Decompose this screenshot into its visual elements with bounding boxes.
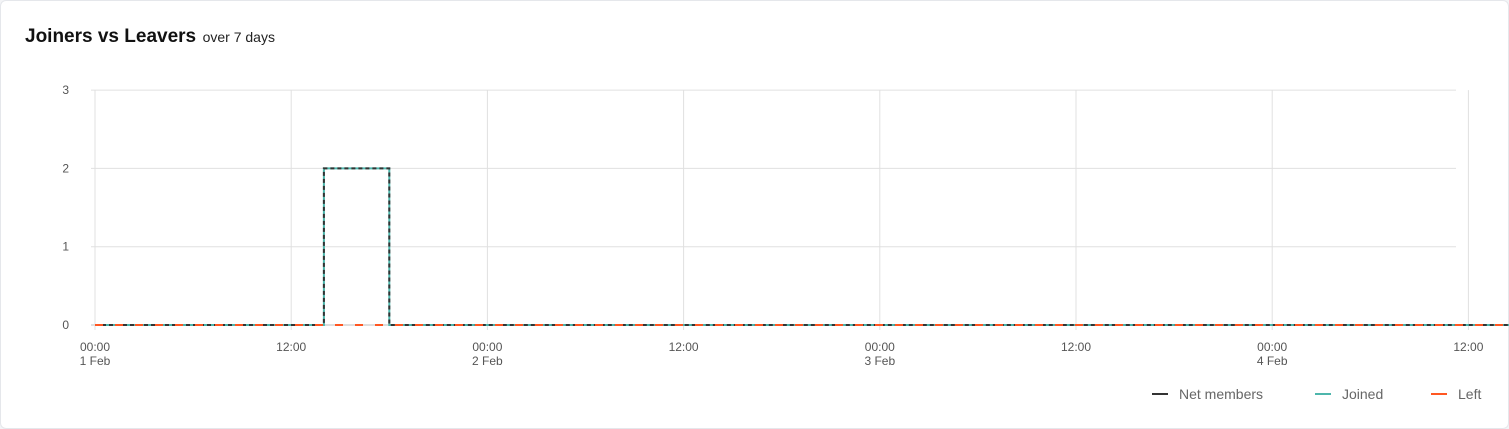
grid	[91, 89, 1469, 330]
legend-swatch-net-members	[1152, 393, 1168, 395]
chart-subtitle: over 7 days	[202, 29, 275, 45]
x-tick-time-label: 00:00	[80, 340, 110, 354]
series-line-net-members	[95, 167, 1509, 326]
legend-label: Joined	[1342, 386, 1384, 402]
x-tick-date-label: 1 Feb	[80, 354, 111, 368]
y-tick-label: 2	[62, 161, 69, 175]
chart-header: Joiners vs Leavers over 7 days	[25, 26, 275, 48]
x-tick-time-label: 00:00	[1257, 340, 1287, 354]
x-tick-date-label: 4 Feb	[1257, 354, 1288, 368]
legend-label: Left	[1458, 386, 1482, 402]
legend-item-net-members[interactable]: Net members	[1152, 386, 1263, 402]
x-tick-time-label: 12:00	[1061, 340, 1091, 354]
x-tick-time-label: 12:00	[1453, 340, 1483, 354]
legend-swatch-left	[1431, 393, 1447, 395]
y-tick-label: 3	[62, 83, 69, 97]
x-tick-time-label: 12:00	[669, 340, 699, 354]
legend-item-joined[interactable]: Joined	[1315, 386, 1383, 402]
legend-label: Net members	[1179, 386, 1264, 402]
legend-item-left[interactable]: Left	[1431, 386, 1481, 402]
x-tick-date-label: 2 Feb	[472, 354, 503, 368]
chart-title: Joiners vs Leavers	[25, 26, 197, 47]
x-tick-time-label: 00:00	[865, 340, 895, 354]
series-lines	[95, 167, 1509, 326]
legend: Net members Joined Left	[1, 386, 1509, 406]
legend-swatch-joined	[1315, 393, 1331, 395]
x-tick-date-label: 3 Feb	[864, 354, 895, 368]
y-tick-label: 0	[62, 318, 69, 332]
x-tick-time-label: 00:00	[472, 340, 502, 354]
y-tick-label: 1	[62, 240, 69, 254]
x-tick-time-label: 12:00	[276, 340, 306, 354]
